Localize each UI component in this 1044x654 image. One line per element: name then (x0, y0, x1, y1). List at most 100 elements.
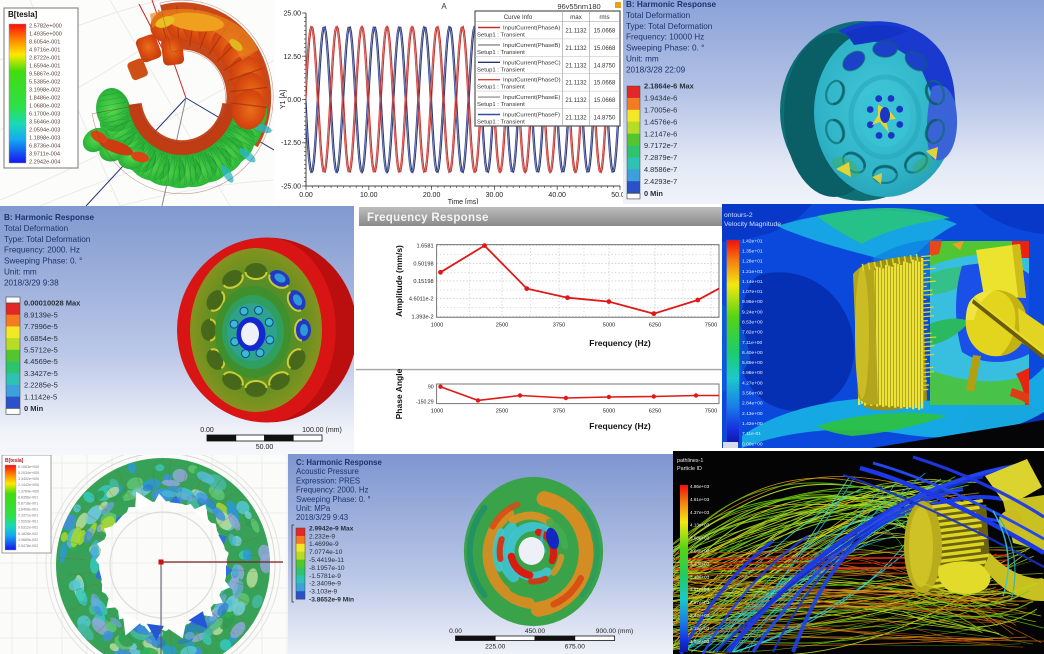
svg-text:14.8750: 14.8750 (594, 63, 616, 69)
svg-text:1.7005e-6: 1.7005e-6 (644, 106, 677, 115)
svg-text:1.42e+00: 1.42e+00 (742, 421, 763, 427)
svg-text:Curve Info: Curve Info (504, 14, 533, 21)
svg-text:25.00: 25.00 (283, 11, 301, 18)
svg-text:Setup1 : Transient: Setup1 : Transient (477, 67, 525, 73)
svg-text:Frequency: 2000. Hz: Frequency: 2000. Hz (296, 486, 368, 495)
svg-text:8.9139e-5: 8.9139e-5 (24, 310, 58, 319)
svg-text:1.35e+01: 1.35e+01 (742, 248, 763, 254)
svg-text:3.64e+03: 3.64e+03 (690, 549, 710, 554)
svg-text:6.1828e-002: 6.1828e-002 (18, 532, 38, 536)
svg-text:450.00: 450.00 (525, 628, 546, 635)
svg-text:2018/3/29 9:38: 2018/3/29 9:38 (4, 278, 59, 287)
svg-text:7.11e-01: 7.11e-01 (742, 431, 761, 437)
svg-text:1.8486e-002: 1.8486e-002 (29, 96, 60, 102)
svg-text:900.00 (mm): 900.00 (mm) (596, 628, 633, 635)
svg-text:3.1998e-002: 3.1998e-002 (29, 88, 60, 94)
svg-text:5000: 5000 (603, 409, 615, 415)
svg-text:21.1132: 21.1132 (565, 81, 587, 87)
svg-text:9.96e+00: 9.96e+00 (742, 299, 763, 305)
svg-text:5.5712e-5: 5.5712e-5 (24, 346, 58, 355)
svg-text:Frequency Response: Frequency Response (367, 212, 489, 224)
svg-text:9.5867e-002: 9.5867e-002 (29, 72, 60, 78)
svg-text:1.4576e-6: 1.4576e-6 (644, 117, 677, 126)
svg-text:3.56e+00: 3.56e+00 (742, 391, 763, 397)
svg-text:6.1700e-003: 6.1700e-003 (29, 112, 60, 118)
svg-text:15.0668: 15.0668 (594, 29, 616, 35)
svg-text:2.0594e-003: 2.0594e-003 (29, 128, 60, 134)
svg-text:6.8736e-004: 6.8736e-004 (29, 144, 60, 150)
svg-text:15.0668: 15.0668 (594, 81, 616, 87)
svg-text:2.9942e-9 Max: 2.9942e-9 Max (309, 525, 354, 532)
svg-text:1.4935e+000: 1.4935e+000 (29, 32, 62, 38)
svg-text:0.00: 0.00 (299, 192, 313, 199)
svg-text:0.15198: 0.15198 (413, 279, 433, 285)
svg-text:Setup1 : Transient: Setup1 : Transient (477, 50, 525, 56)
svg-text:3.3427e-5: 3.3427e-5 (24, 369, 58, 378)
svg-text:-3.8652e-9 Min: -3.8652e-9 Min (309, 597, 354, 604)
svg-text:1.94e+03: 1.94e+03 (690, 639, 710, 644)
svg-text:1.4699e-9: 1.4699e-9 (309, 541, 339, 548)
svg-text:C: Harmonic Response: C: Harmonic Response (296, 458, 382, 467)
svg-text:Frequency (Hz): Frequency (Hz) (589, 338, 651, 348)
svg-text:21.1132: 21.1132 (565, 63, 587, 69)
svg-text:7.82e+00: 7.82e+00 (742, 330, 763, 336)
svg-text:1.3764e+000: 1.3764e+000 (18, 489, 39, 493)
svg-text:Setup1 : Transient: Setup1 : Transient (477, 102, 525, 108)
svg-text:0 Min: 0 Min (644, 189, 663, 198)
svg-text:3.40e+03: 3.40e+03 (690, 561, 710, 566)
svg-text:1.21e+01: 1.21e+01 (742, 269, 763, 275)
svg-text:Frequency: 10000 Hz: Frequency: 10000 Hz (626, 33, 704, 42)
svg-text:3.3402e+000: 3.3402e+000 (18, 477, 39, 481)
svg-text:InputCurrent(PhaseF): InputCurrent(PhaseF) (503, 113, 560, 119)
svg-text:InputCurrent(PhaseD): InputCurrent(PhaseD) (503, 78, 561, 84)
svg-text:Type: Total Deformation: Type: Total Deformation (4, 235, 91, 244)
svg-text:2.5782e+000: 2.5782e+000 (29, 24, 62, 30)
svg-text:6250: 6250 (649, 322, 661, 328)
svg-text:Sweeping Phase: 0. °: Sweeping Phase: 0. ° (4, 257, 82, 266)
svg-text:2.4293e-7: 2.4293e-7 (644, 177, 677, 186)
svg-text:Phase Angle: Phase Angle (394, 368, 404, 419)
svg-text:-150.29: -150.29 (416, 400, 434, 406)
svg-text:-8.1957e-10: -8.1957e-10 (309, 565, 345, 572)
svg-text:0.50198: 0.50198 (413, 261, 433, 267)
svg-text:20.00: 20.00 (423, 192, 441, 199)
svg-text:7.2879e-7: 7.2879e-7 (644, 153, 677, 162)
svg-text:100.00 (mm): 100.00 (mm) (302, 427, 342, 434)
svg-text:0.00010028 Max: 0.00010028 Max (24, 299, 81, 308)
svg-text:2.43e+03: 2.43e+03 (690, 613, 710, 618)
svg-text:7.11e+00: 7.11e+00 (742, 340, 762, 346)
svg-text:7.7996e-5: 7.7996e-5 (24, 322, 58, 331)
svg-text:4.6011e-2: 4.6011e-2 (409, 297, 434, 303)
svg-text:B: Harmonic Response: B: Harmonic Response (4, 213, 95, 222)
svg-text:1000: 1000 (431, 409, 443, 415)
svg-text:1.6594e-001: 1.6594e-001 (29, 64, 60, 70)
svg-text:2.67e+03: 2.67e+03 (690, 600, 710, 605)
svg-text:9.6312e-002: 9.6312e-002 (18, 526, 38, 530)
svg-text:7.0774e-10: 7.0774e-10 (309, 549, 343, 556)
svg-text:Velocity Magnitude: Velocity Magnitude (724, 221, 781, 228)
svg-text:Amplitude (mm/s): Amplitude (mm/s) (394, 245, 404, 317)
svg-text:-2.3409e-9: -2.3409e-9 (309, 581, 341, 588)
svg-text:4.37e+03: 4.37e+03 (690, 510, 710, 515)
svg-text:Setup1 : Transient: Setup1 : Transient (477, 33, 525, 39)
svg-text:Acoustic Pressure: Acoustic Pressure (296, 467, 359, 476)
svg-text:2018/3/29 9:43: 2018/3/29 9:43 (296, 513, 348, 522)
svg-text:4.13e+03: 4.13e+03 (690, 523, 710, 528)
svg-text:B[tesla]: B[tesla] (5, 458, 24, 464)
svg-text:-12.50: -12.50 (281, 140, 301, 147)
svg-text:1.6581: 1.6581 (416, 244, 433, 250)
svg-text:rms: rms (599, 14, 609, 21)
svg-text:Setup1 : Transient: Setup1 : Transient (477, 120, 525, 126)
svg-text:1.07e+01: 1.07e+01 (742, 289, 763, 295)
svg-text:50.00: 50.00 (611, 192, 623, 199)
svg-text:1.9434e-6: 1.9434e-6 (644, 94, 677, 103)
svg-text:5.6718e-001: 5.6718e-001 (18, 501, 38, 505)
svg-text:InputCurrent(PhaseB): InputCurrent(PhaseB) (503, 43, 560, 49)
svg-text:-25.00: -25.00 (281, 184, 301, 191)
svg-text:2500: 2500 (496, 322, 508, 328)
svg-text:1.393e-2: 1.393e-2 (412, 314, 434, 320)
svg-text:5.2034e+000: 5.2034e+000 (18, 471, 39, 475)
svg-text:675.00: 675.00 (565, 644, 586, 651)
svg-text:90: 90 (428, 385, 434, 391)
svg-text:1.5003e-001: 1.5003e-001 (18, 520, 38, 524)
